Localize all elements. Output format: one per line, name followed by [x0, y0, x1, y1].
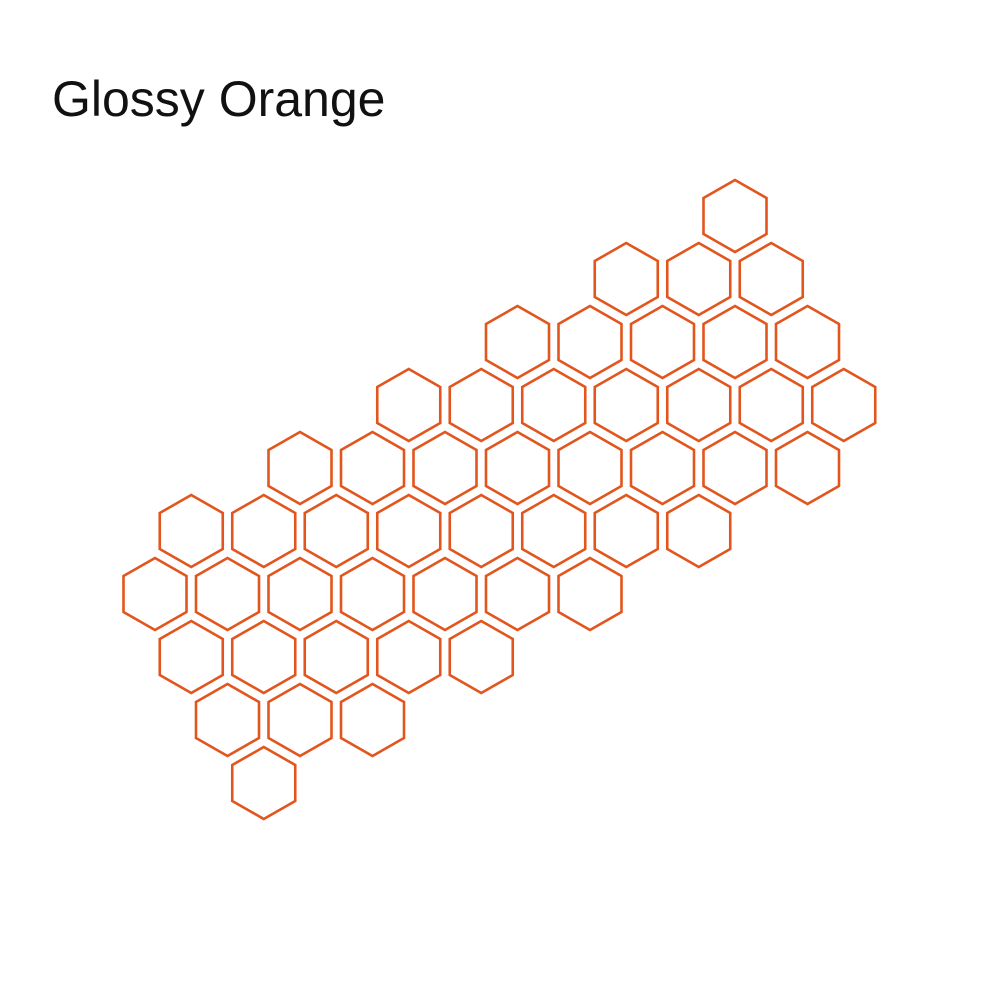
hexagon-decal	[339, 556, 406, 632]
hexagon-decal	[303, 619, 370, 695]
hexagon-decal	[702, 178, 768, 254]
hexagon-decal	[702, 430, 768, 506]
hexagon-decal	[484, 556, 551, 632]
hexagon-decal	[230, 745, 297, 821]
hexagon-decal	[738, 241, 805, 317]
hexagon-decal	[267, 430, 333, 506]
hexagon-decal	[774, 430, 841, 506]
hexagon-decal	[448, 619, 515, 695]
hexagon-decal	[158, 619, 225, 695]
hexagon-decal	[629, 430, 696, 506]
hexagon-decal	[267, 556, 333, 632]
hexagon-decal	[593, 493, 660, 569]
hexagon-decal	[810, 367, 877, 443]
hexagon-decal	[774, 304, 841, 380]
hexagon-decal	[194, 682, 261, 758]
hexagon-decal	[339, 430, 406, 506]
hexagon-decal	[665, 241, 732, 317]
hexagon-decal	[375, 367, 442, 443]
hexagon-decal	[665, 493, 732, 569]
hexagon-decal	[375, 619, 442, 695]
hexagon-decal	[230, 619, 297, 695]
hexagon-decal	[484, 430, 551, 506]
hexagon-decal	[412, 556, 478, 632]
hexagon-decal	[593, 367, 660, 443]
hexagon-decal	[412, 430, 478, 506]
hexagon-decal	[339, 682, 406, 758]
hexagon-decal	[702, 304, 768, 380]
hexagon-decal	[448, 367, 515, 443]
hexagon-decal	[520, 367, 587, 443]
hexagon-decal	[629, 304, 696, 380]
hexagon-decal	[665, 367, 732, 443]
hexagon-decal	[520, 493, 587, 569]
hexagon-decal	[557, 304, 623, 380]
hexagon-decal	[593, 241, 660, 317]
hexagon-decal	[158, 493, 225, 569]
hexagon-decal	[230, 493, 297, 569]
hexagon-decal	[448, 493, 515, 569]
hexagon-decal	[557, 556, 623, 632]
hexagon-decal	[267, 682, 333, 758]
hexagon-decal	[738, 367, 805, 443]
hexagon-decal	[557, 430, 623, 506]
product-title: Glossy Orange	[52, 71, 386, 127]
hexagon-decal	[122, 556, 188, 632]
hexagon-decal	[375, 493, 442, 569]
hexagon-decal	[303, 493, 370, 569]
hexagon-decal	[484, 304, 551, 380]
hexagon-decal	[194, 556, 261, 632]
